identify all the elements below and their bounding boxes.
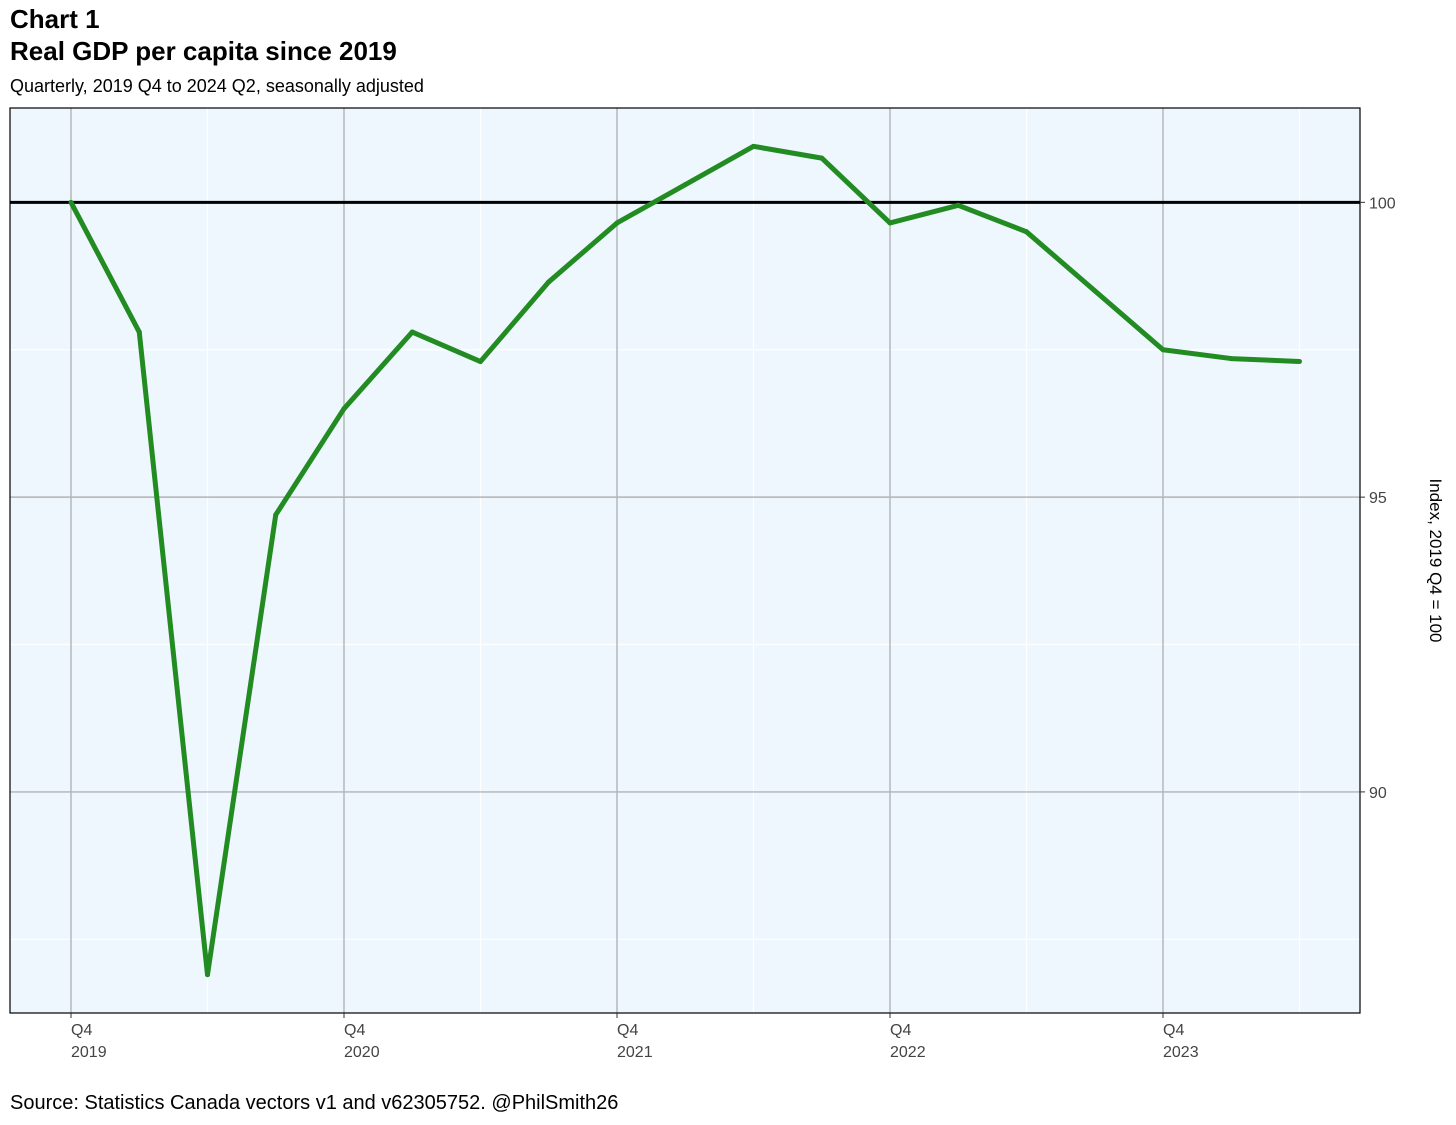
data-point-2023-Q3 — [1092, 288, 1098, 294]
x-tick-label-quarter: Q4 — [71, 1022, 92, 1039]
data-point-2021-Q4 — [614, 220, 620, 226]
x-tick-label-year: 2020 — [344, 1044, 380, 1061]
data-point-2020-Q3 — [273, 512, 279, 518]
data-point-2021-Q2 — [478, 359, 483, 365]
data-point-2020-Q1 — [136, 329, 142, 335]
data-point-2024-Q2 — [1297, 359, 1302, 365]
x-tick-label-quarter: Q4 — [1163, 1022, 1184, 1039]
data-point-2022-Q4 — [887, 220, 893, 226]
data-point-2024-Q1 — [1228, 356, 1234, 362]
data-point-2020-Q2 — [205, 972, 210, 978]
x-tick-label-year: 2023 — [1163, 1044, 1199, 1061]
data-point-2023-Q2 — [1024, 229, 1029, 235]
y-tick-label: 100 — [1369, 195, 1396, 212]
y-tick-label: 95 — [1369, 490, 1387, 507]
chart-source: Source: Statistics Canada vectors v1 and… — [10, 1092, 619, 1114]
data-point-2023-Q4 — [1160, 347, 1166, 353]
minor-gridlines — [10, 108, 1360, 1013]
x-tick-label-quarter: Q4 — [344, 1022, 365, 1039]
data-point-2021-Q1 — [409, 329, 415, 335]
data-point-2019-Q4 — [68, 199, 74, 205]
x-tick-label-year: 2022 — [890, 1044, 926, 1061]
chart-subtitle: Quarterly, 2019 Q4 to 2024 Q2, seasonall… — [10, 76, 424, 96]
x-axis: Q4 2019 Q4 2020 Q4 2021 Q4 2022 Q4 2023 — [70, 1013, 1199, 1061]
series-layer — [68, 143, 1302, 978]
x-tick-label-quarter: Q4 — [890, 1022, 911, 1039]
y-tick-label: 90 — [1369, 785, 1387, 802]
data-point-2021-Q3 — [546, 279, 552, 285]
data-point-2022-Q1 — [682, 182, 688, 188]
plot-panel — [10, 108, 1360, 1013]
chart-title: Real GDP per capita since 2019 — [10, 36, 397, 66]
x-tick-label-year: 2021 — [617, 1044, 653, 1061]
data-point-2023-Q1 — [955, 202, 961, 208]
y-axis-label: Index, 2019 Q4 = 100 — [1426, 479, 1445, 643]
y-axis: 90 95 100 — [1360, 195, 1396, 802]
data-point-2022-Q3 — [819, 155, 825, 161]
x-tick-label-year: 2019 — [71, 1044, 107, 1061]
x-tick-label-quarter: Q4 — [617, 1022, 638, 1039]
plot-border — [9, 107, 1361, 1014]
data-point-2022-Q2 — [751, 143, 756, 149]
data-point-2020-Q4 — [341, 406, 347, 412]
chart-label: Chart 1 — [10, 4, 100, 34]
